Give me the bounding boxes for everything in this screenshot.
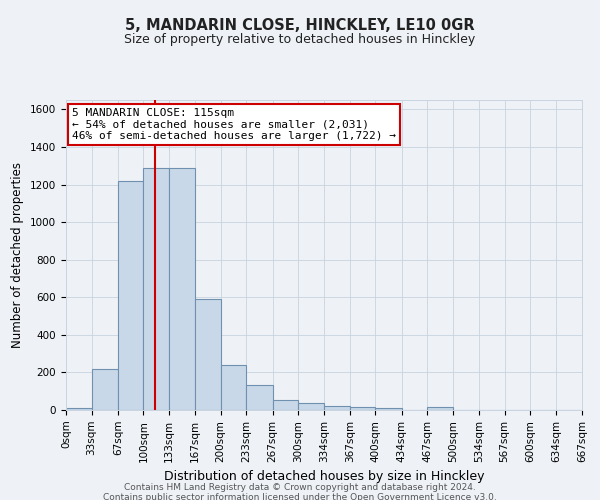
Bar — [143, 168, 169, 410]
Text: 5 MANDARIN CLOSE: 115sqm
← 54% of detached houses are smaller (2,031)
46% of sem: 5 MANDARIN CLOSE: 115sqm ← 54% of detach… — [72, 108, 396, 140]
Bar — [325, 406, 350, 410]
Bar — [118, 181, 143, 410]
Bar — [350, 407, 376, 410]
Bar — [272, 400, 298, 410]
Text: Size of property relative to detached houses in Hinckley: Size of property relative to detached ho… — [124, 32, 476, 46]
Text: Contains public sector information licensed under the Open Government Licence v3: Contains public sector information licen… — [103, 492, 497, 500]
Bar — [246, 384, 272, 410]
Bar — [298, 404, 325, 410]
Bar — [221, 365, 246, 410]
Bar — [92, 368, 118, 410]
Bar — [195, 299, 221, 410]
Bar — [376, 408, 402, 410]
Bar — [66, 408, 92, 410]
Y-axis label: Number of detached properties: Number of detached properties — [11, 162, 25, 348]
Bar — [169, 168, 195, 410]
X-axis label: Distribution of detached houses by size in Hinckley: Distribution of detached houses by size … — [164, 470, 484, 483]
Text: 5, MANDARIN CLOSE, HINCKLEY, LE10 0GR: 5, MANDARIN CLOSE, HINCKLEY, LE10 0GR — [125, 18, 475, 32]
Text: Contains HM Land Registry data © Crown copyright and database right 2024.: Contains HM Land Registry data © Crown c… — [124, 482, 476, 492]
Bar — [427, 407, 453, 410]
